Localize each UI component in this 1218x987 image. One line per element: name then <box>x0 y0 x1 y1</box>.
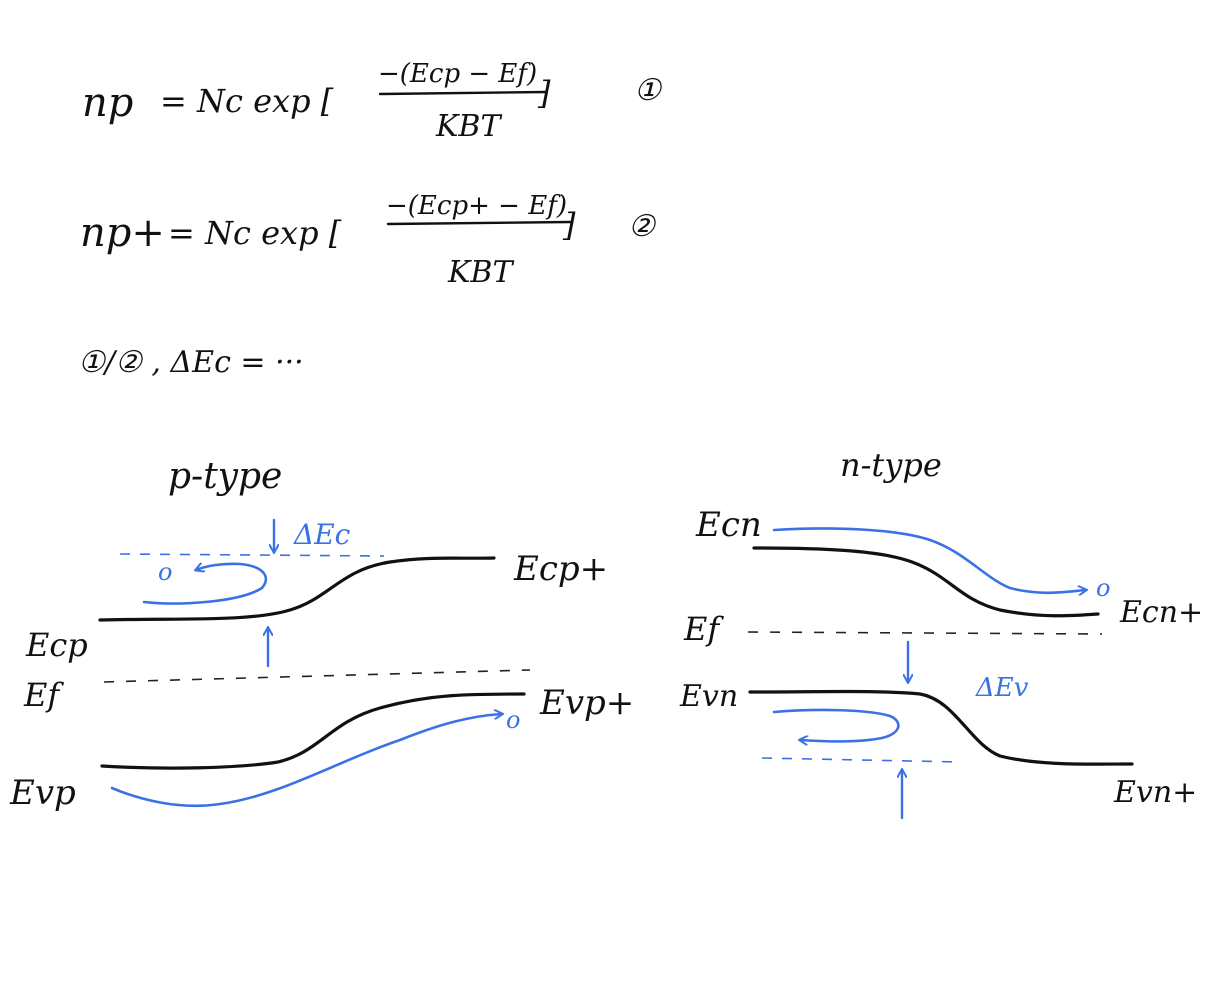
eq1-fraction-bar <box>378 90 548 96</box>
eq2-rhs-prefix: = Nc exp [ <box>168 214 342 252</box>
n-carrier-top: o <box>1096 574 1110 602</box>
eq1-close-bracket: ] <box>537 74 551 112</box>
n-ecn-label: Ecn <box>695 505 762 545</box>
p-hole-transport-arrow <box>110 714 502 808</box>
eq1-denominator: KBT <box>435 109 502 144</box>
n-delta-ev-label: ΔEv <box>975 673 1029 703</box>
eq2-numerator: −(Ecp+ − Ef) <box>386 191 567 221</box>
eq1-numerator: −(Ecp − Ef) <box>378 59 537 89</box>
p-ef-label: Ef <box>23 676 64 714</box>
p-conduction-band <box>98 556 496 622</box>
equation-1: np = Nc exp [ −(Ecp − Ef) KBT ] ① <box>82 59 663 144</box>
eq2-denominator: KBT <box>447 255 514 290</box>
p-fermi-level <box>103 669 531 683</box>
n-hole-reflection-arrow <box>772 708 900 741</box>
p-delta-ec-label: ΔEc <box>293 518 351 551</box>
n-type-title: n-type <box>840 446 942 484</box>
p-valence-band <box>100 692 526 770</box>
eq2-close-bracket: ] <box>562 206 576 244</box>
n-evn-plus-label: Evn+ <box>1113 775 1197 810</box>
eq2-tag: ② <box>628 209 657 244</box>
n-electron-transport-arrow <box>772 527 1086 592</box>
p-electron-reflection-arrow <box>142 564 268 605</box>
p-ecp-label: Ecp <box>25 626 88 664</box>
p-type-diagram: p-type ΔEc o o Ecp Ef Evp Ecp+ Evp+ <box>9 456 634 813</box>
p-ecp-plus-label: Ecp+ <box>513 549 608 589</box>
eq2-fraction-bar <box>386 220 572 226</box>
n-type-diagram: n-type o ΔEv Ecn Ef Evn Ecn+ Evn+ <box>679 446 1203 820</box>
n-ecn-plus-label: Ecn+ <box>1119 595 1203 630</box>
p-reference-dashed <box>119 553 385 557</box>
equation-2: np+ = Nc exp [ −(Ecp+ − Ef) KBT ] ② <box>80 191 657 290</box>
n-reference-dashed <box>761 757 961 763</box>
p-carrier-bottom: o <box>506 706 520 734</box>
p-carrier-top: o <box>158 558 172 586</box>
ratio-line: ①/② , ΔEc = ··· <box>78 345 304 380</box>
p-evp-plus-label: Evp+ <box>539 683 634 723</box>
eq2-lhs: np+ <box>80 210 165 256</box>
eq1-tag: ① <box>634 73 663 108</box>
p-type-title: p-type <box>168 456 282 497</box>
n-ef-label: Ef <box>683 610 724 648</box>
p-evp-label: Evp <box>9 773 76 813</box>
eq1-rhs-prefix: = Nc exp [ <box>160 82 334 120</box>
n-evn-label: Evn <box>679 679 738 714</box>
n-valence-band <box>748 689 1134 766</box>
eq1-lhs: np <box>82 80 133 126</box>
n-fermi-level <box>747 631 1103 635</box>
n-conduction-band <box>752 546 1100 618</box>
